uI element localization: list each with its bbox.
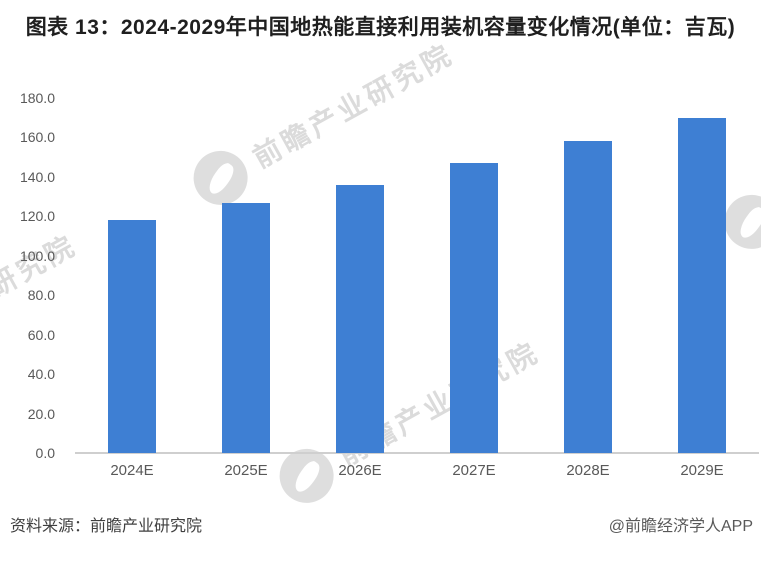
watermark: 前瞻产业研究院 — [183, 27, 464, 215]
y-axis-tick-label: 80.0 — [27, 287, 55, 304]
y-axis-tick-label: 20.0 — [27, 405, 55, 422]
x-axis-label-2027E: 2027E — [452, 462, 496, 479]
y-axis-tick-label: 60.0 — [27, 326, 55, 343]
watermark: 前瞻产业研究院 — [269, 325, 550, 513]
y-axis-tick-label: 100.0 — [19, 247, 55, 264]
bar-2029E — [678, 117, 726, 453]
x-axis-line — [75, 452, 759, 454]
x-axis-label-2026E: 2026E — [338, 462, 382, 479]
bar-2027E — [450, 163, 498, 453]
watermark-text: 前瞻产业研究院 — [247, 38, 459, 174]
y-axis-tick-label: 40.0 — [27, 366, 55, 383]
bar-2026E — [336, 184, 384, 453]
source-note: 资料来源：前瞻产业研究院 — [10, 518, 203, 535]
credit-note: @前瞻经济学人APP — [608, 518, 753, 535]
y-axis-tick-label: 180.0 — [19, 90, 55, 106]
y-axis-tick-label: 160.0 — [19, 129, 55, 146]
y-axis-tick-label: 0.0 — [35, 445, 55, 461]
x-axis-label-2028E: 2028E — [566, 462, 610, 479]
x-axis-label-2029E: 2029E — [680, 462, 724, 479]
chart-title: 图表 13：2024-2029年中国地热能直接利用装机容量变化情况(单位：吉瓦) — [25, 16, 736, 39]
bar-2025E — [222, 202, 270, 453]
x-axis-label-2025E: 2025E — [224, 462, 268, 479]
bar-2024E — [108, 220, 156, 453]
bar-2028E — [564, 141, 612, 453]
y-axis-tick-label: 140.0 — [19, 168, 55, 185]
y-axis-tick-label: 120.0 — [19, 208, 55, 225]
x-axis-label-2024E: 2024E — [110, 462, 154, 479]
